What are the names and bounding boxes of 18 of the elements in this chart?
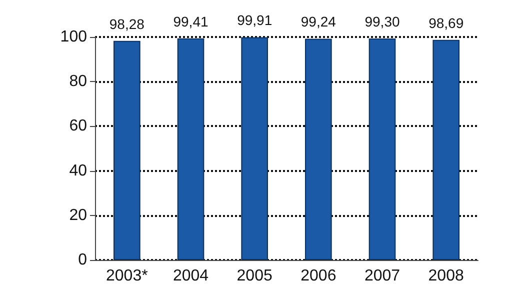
y-tick-label: 0 bbox=[78, 252, 88, 268]
x-tick-label: 2003* bbox=[106, 268, 148, 284]
data-label: 98,69 bbox=[428, 14, 464, 31]
x-tick-label: 2006 bbox=[300, 268, 336, 284]
data-label: 99,24 bbox=[300, 14, 336, 30]
x-tick-label: 2007 bbox=[364, 268, 400, 284]
y-tick-label: 40 bbox=[69, 162, 88, 180]
data-label: 98,28 bbox=[109, 16, 145, 32]
y-tick-label: 60 bbox=[69, 118, 88, 135]
x-tick-label: 2004 bbox=[172, 268, 209, 284]
y-tick-label: 100 bbox=[60, 28, 88, 46]
x-tick-label: 2005 bbox=[236, 268, 272, 284]
data-label: 99,41 bbox=[173, 13, 208, 30]
x-tick-label: 2008 bbox=[428, 268, 464, 284]
y-tick-label: 20 bbox=[69, 206, 88, 224]
y-tick-label: 80 bbox=[69, 73, 88, 90]
data-label: 99,30 bbox=[364, 14, 400, 30]
data-label: 99,91 bbox=[237, 12, 272, 28]
